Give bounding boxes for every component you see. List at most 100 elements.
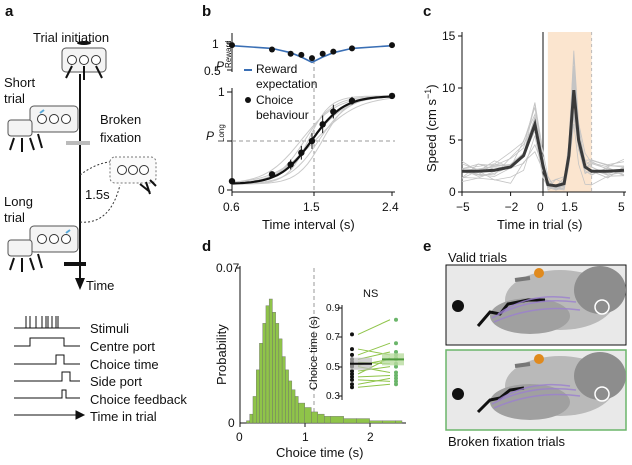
d-inset-pair-line (357, 319, 391, 335)
d-bar (343, 418, 357, 424)
c-xtick-label: −5 (456, 200, 470, 214)
e-valid-image (445, 264, 627, 346)
d-inset-pair-line (357, 379, 391, 382)
panel-b-label: b (202, 3, 211, 20)
c-ytick-label: 0 (449, 185, 456, 199)
c-gray-trace (461, 50, 625, 191)
d-bar (275, 323, 280, 424)
b-top-point (319, 50, 326, 57)
svg-text:0.3: 0.3 (326, 391, 340, 402)
d-bar (272, 312, 276, 424)
panel-a-label: a (5, 3, 14, 20)
d-inset-points (350, 317, 404, 390)
b-top-ylabel: P (216, 59, 224, 73)
b-top-point (389, 42, 395, 49)
d-bar (246, 420, 250, 424)
d-bar (285, 369, 289, 424)
legend-choice-time: Choice time (90, 357, 159, 372)
legend-time-in-trial: Time in trial (90, 409, 157, 424)
timeline (64, 74, 121, 290)
d-bar (330, 416, 344, 424)
c-ticks: −5 −2 0 1.5 5 0 5 10 15 (442, 29, 625, 214)
svg-text:0: 0 (236, 430, 243, 444)
c-ytick-label: 5 (449, 133, 456, 147)
legend-choice-feedback: Choice feedback (90, 392, 187, 407)
event-traces (14, 316, 86, 420)
b-choice-point (388, 92, 396, 100)
b-legend-choice-1: Choice (256, 93, 294, 107)
d-bar (249, 413, 254, 424)
b-choice-point (308, 137, 316, 145)
svg-text:0.9: 0.9 (326, 303, 340, 314)
c-mean-trace (462, 89, 625, 188)
b-choice-points (228, 92, 396, 185)
broken-fixation-label-1: Broken (100, 112, 141, 127)
b-top-point (298, 51, 305, 58)
b-top-points (229, 42, 395, 62)
svg-text:0: 0 (228, 416, 235, 430)
svg-text:0.7: 0.7 (326, 332, 340, 343)
c-axes (461, 32, 626, 193)
legend-centre-port: Centre port (90, 339, 155, 354)
b-top-ysub: Reward (224, 40, 233, 68)
b-legend-choice-dot (245, 97, 251, 103)
c-xtick-label: 0 (537, 200, 544, 214)
d-inset-pair-line (357, 342, 391, 356)
svg-text:1: 1 (218, 85, 225, 99)
short-trial-box (7, 105, 79, 152)
d-inset-ns: NS (363, 288, 378, 300)
svg-text:0.5: 0.5 (326, 362, 340, 373)
d-inset-point-black (350, 382, 354, 387)
b-top-point (269, 46, 275, 53)
d-inset-point-black (350, 332, 354, 337)
short-trial-label-1: Short (4, 75, 35, 90)
b-choice-point (228, 177, 236, 185)
c-ytick-label: 10 (442, 81, 456, 95)
b-bottom-ysub: Long (217, 124, 226, 142)
d-inset-point-green (394, 317, 398, 322)
d-bar (317, 413, 325, 424)
svg-text:2.4: 2.4 (382, 200, 399, 214)
c-xtick-label: −2 (505, 200, 519, 214)
d-bar (356, 418, 370, 424)
b-choice-point (348, 97, 356, 105)
svg-text:0.5: 0.5 (204, 64, 221, 78)
short-trial-label-2: trial (4, 91, 25, 106)
d-inset-point-green (394, 350, 398, 354)
d-bar (324, 416, 331, 424)
svg-text:2: 2 (367, 430, 374, 444)
c-xlabel: Time in trial (s) (497, 217, 582, 232)
b-choice-point (268, 171, 276, 178)
b-bottom-ylabel: P (206, 129, 214, 143)
d-inset-point-black (350, 385, 354, 390)
d-inset-point-black (350, 369, 354, 374)
d-inset-point-green (394, 341, 398, 346)
d-inset-point-green (394, 382, 398, 387)
b-legend-reward-1: Reward (256, 62, 297, 76)
b-choice-point (330, 108, 337, 115)
svg-text:1: 1 (302, 430, 309, 444)
d-bar (369, 420, 383, 424)
long-trial-label-2: trial (4, 210, 25, 225)
broken-fixation-box (109, 156, 157, 195)
c-xtick-label: 5 (618, 200, 625, 214)
d-inset-axes: 0.9 0.7 0.5 0.3 (326, 303, 343, 402)
d-inset-point-green (394, 379, 398, 384)
d-inset-pair-line (357, 374, 391, 378)
b-xlabel: Time interval (s) (262, 217, 355, 232)
c-ylabel: Speed (cm s−1) (423, 84, 439, 172)
b-top-point (330, 48, 337, 55)
b-top-point (349, 45, 355, 52)
d-inset-point-green (394, 373, 398, 378)
d-inset-point-black (350, 372, 354, 376)
b-choice-point (287, 161, 294, 168)
d-inset-pair-line (357, 366, 391, 372)
svg-text:0.6: 0.6 (223, 200, 240, 214)
d-inset-point-green (394, 364, 398, 369)
c-gray-trace (461, 115, 625, 190)
d-inset-point-black (350, 352, 354, 357)
d-inset-pair-line (357, 377, 391, 385)
panel-c-label: c (423, 3, 431, 20)
d-inset-point-green (394, 376, 398, 381)
